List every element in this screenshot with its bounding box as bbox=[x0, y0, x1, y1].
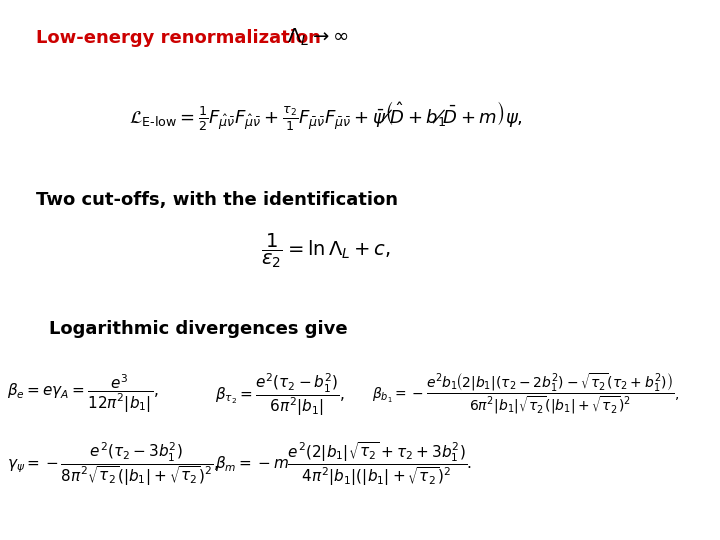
Text: $\beta_m = -m\dfrac{e^2(2|b_1|\sqrt{\tau_2}+\tau_2+3b_1^2)}{4\pi^2|b_1|(|b_1|+\s: $\beta_m = -m\dfrac{e^2(2|b_1|\sqrt{\tau… bbox=[215, 441, 472, 488]
Text: $\gamma_\psi = -\dfrac{e^2(\tau_2 - 3b_1^2)}{8\pi^2\sqrt{\tau_2}(|b_1|+\sqrt{\ta: $\gamma_\psi = -\dfrac{e^2(\tau_2 - 3b_1… bbox=[6, 441, 219, 488]
Text: $\Lambda_L \rightarrow \infty$: $\Lambda_L \rightarrow \infty$ bbox=[287, 27, 349, 49]
Text: $\beta_{\tau_2} = \dfrac{e^2(\tau_2 - b_1^2)}{6\pi^2|b_1|},$: $\beta_{\tau_2} = \dfrac{e^2(\tau_2 - b_… bbox=[215, 371, 346, 417]
Text: $\beta_{b_1} = -\dfrac{e^2 b_1\!\left(2|b_1|(\tau_2-2b_1^2)-\sqrt{\tau_2}(\tau_2: $\beta_{b_1} = -\dfrac{e^2 b_1\!\left(2|… bbox=[372, 372, 680, 416]
Text: Logarithmic divergences give: Logarithmic divergences give bbox=[49, 320, 348, 339]
Text: $\mathcal{L}_{\mathrm{E\text{-}low}} = \frac{1}{2}F_{\hat{\mu}\bar{\nu}}F_{\hat{: $\mathcal{L}_{\mathrm{E\text{-}low}} = \… bbox=[130, 99, 523, 133]
Text: Two cut-offs, with the identification: Two cut-offs, with the identification bbox=[36, 191, 398, 209]
Text: $\dfrac{1}{\varepsilon_2} = \ln \Lambda_L + c,$: $\dfrac{1}{\varepsilon_2} = \ln \Lambda_… bbox=[261, 232, 391, 271]
Text: Low-energy renormalization: Low-energy renormalization bbox=[36, 29, 321, 47]
Text: $\beta_e = e\gamma_A = \dfrac{e^3}{12\pi^2|b_1|},$: $\beta_e = e\gamma_A = \dfrac{e^3}{12\pi… bbox=[6, 373, 158, 415]
